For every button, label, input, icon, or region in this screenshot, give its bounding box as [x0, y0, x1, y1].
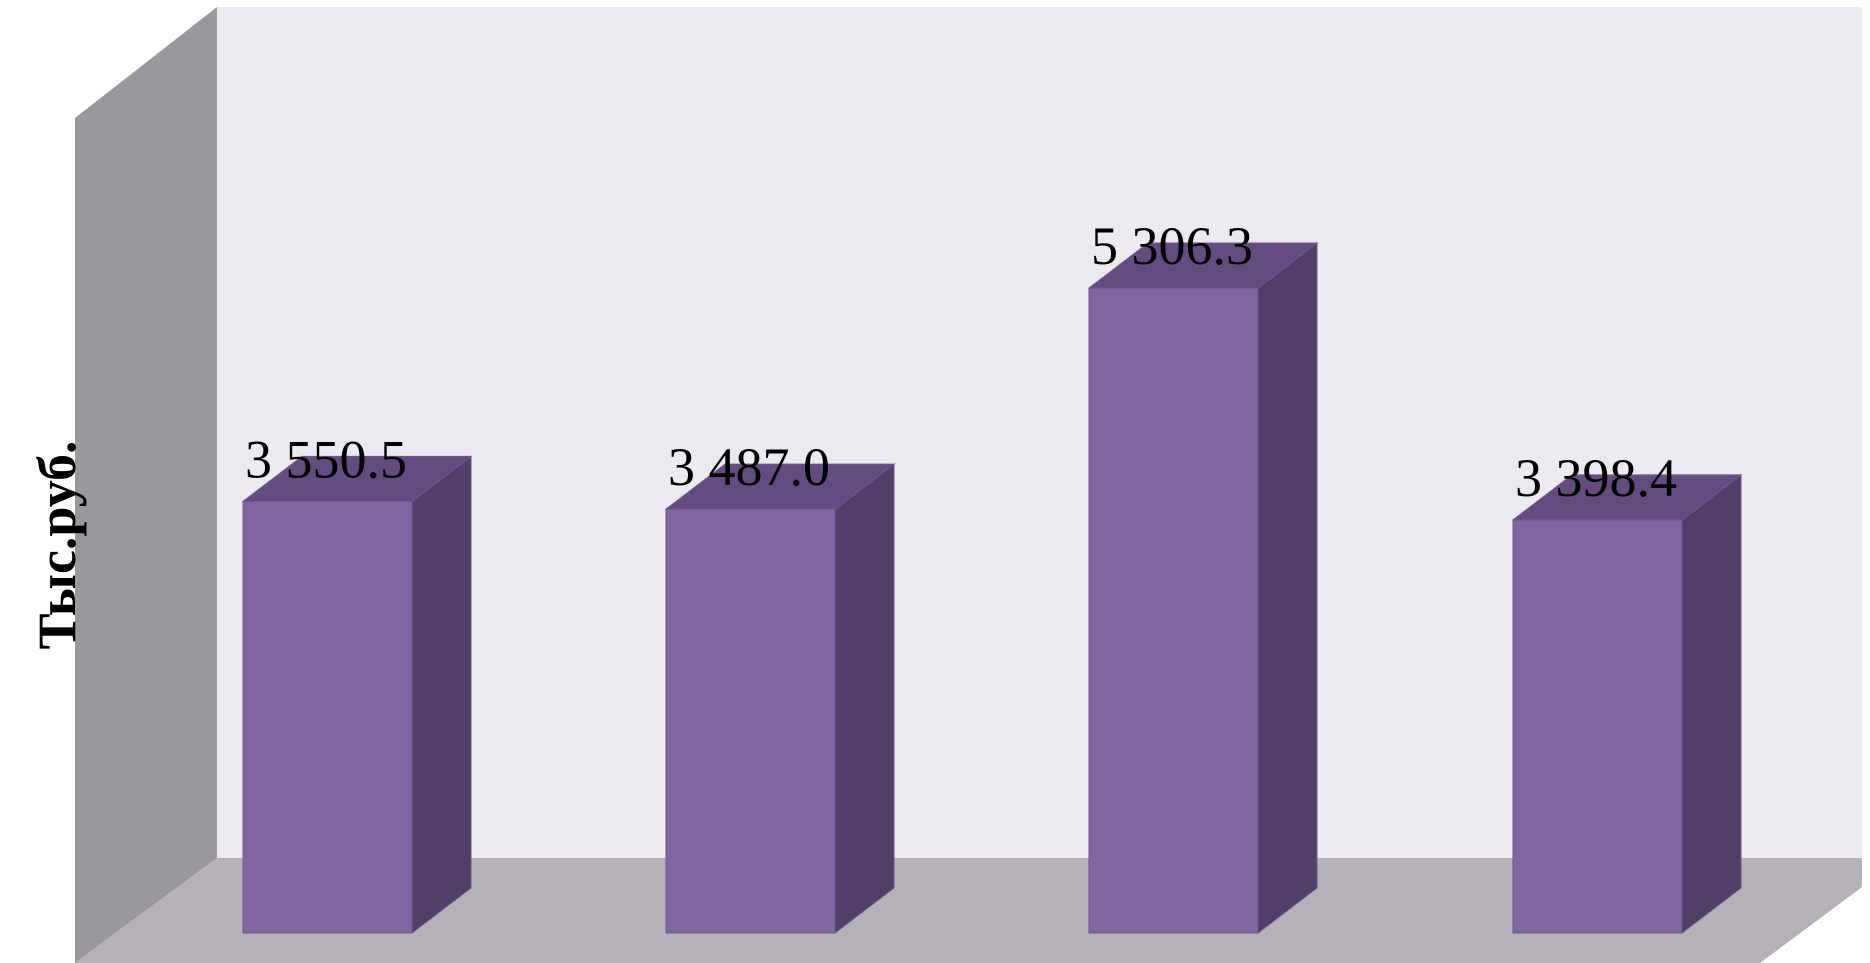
- bar-side-face: [411, 455, 472, 935]
- bar-2: [664, 463, 896, 935]
- bars-group: [241, 242, 1743, 935]
- bar-side-face: [1257, 242, 1318, 935]
- bar-front-face: [665, 508, 836, 934]
- chart-floor: [75, 858, 1862, 963]
- y-axis-title: Тыс.руб.: [27, 440, 87, 649]
- bar-front-face: [1512, 519, 1683, 934]
- data-label-2: 3 487.0: [668, 437, 830, 497]
- bar-side-face: [1681, 473, 1742, 935]
- data-labels-group: 3 550.5 3 487.0 5 306.3 3 398.4: [245, 216, 1677, 508]
- bar-4: [1511, 473, 1743, 935]
- chart-walls: [75, 7, 1862, 963]
- back-wall: [217, 7, 1862, 858]
- bar-front-face: [242, 500, 413, 934]
- bar-1: [241, 455, 473, 935]
- bar-side-face: [834, 463, 895, 935]
- data-label-1: 3 550.5: [245, 429, 407, 489]
- bar-3: [1087, 242, 1319, 935]
- data-label-3: 5 306.3: [1091, 216, 1253, 276]
- data-label-4: 3 398.4: [1515, 448, 1677, 508]
- bar-front-face: [1088, 287, 1259, 934]
- side-wall: [75, 7, 217, 963]
